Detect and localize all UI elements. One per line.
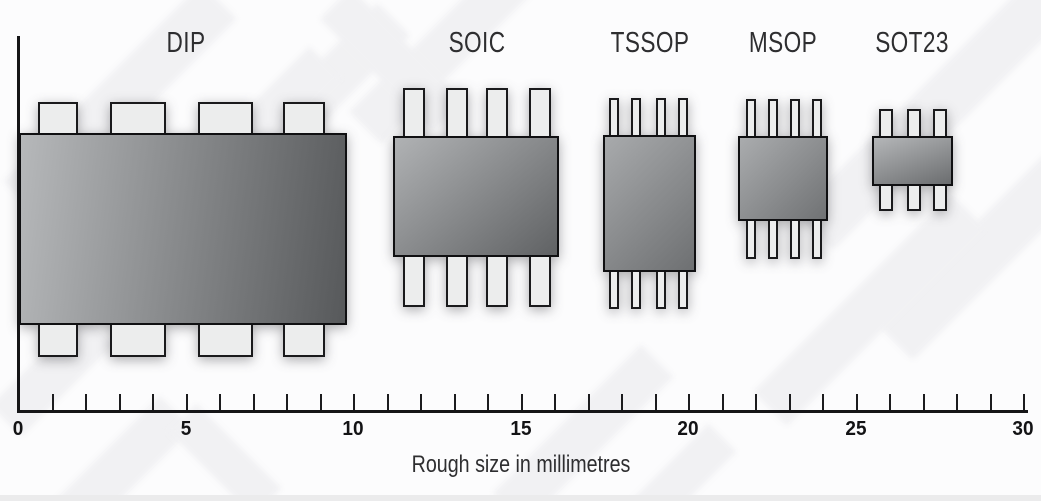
soic-pin-top xyxy=(403,88,425,138)
dip-pin-bottom xyxy=(110,322,166,357)
watermark-stripe xyxy=(203,46,341,184)
msop-pin-bottom xyxy=(768,219,778,259)
tssop-pin-top xyxy=(678,98,688,138)
tssop-label: TSSOP xyxy=(610,27,690,59)
ruler-tick-20mm xyxy=(688,394,690,410)
soic-pin-bottom xyxy=(486,255,508,307)
y-axis-line xyxy=(17,36,20,413)
ruler-tick-19mm xyxy=(654,394,657,410)
watermark-stripe xyxy=(319,0,465,133)
ruler-number-25: 25 xyxy=(844,418,867,440)
sot23-body xyxy=(872,136,953,186)
tssop-pin-top xyxy=(609,98,619,138)
sot23-pin-top xyxy=(933,109,947,138)
dip-pin-top xyxy=(110,102,166,136)
soic-pin-top xyxy=(446,88,468,138)
dip-pin-bottom xyxy=(38,322,78,357)
tssop-pin-top xyxy=(631,98,641,138)
msop-pin-top xyxy=(790,99,800,139)
ruler-tick-4mm xyxy=(152,394,154,410)
ruler-tick-21mm xyxy=(721,394,724,410)
sot23-pin-bottom xyxy=(907,184,921,211)
dip-pin-top xyxy=(283,102,325,136)
watermark-stripe xyxy=(236,3,410,177)
soic-label: SOIC xyxy=(448,27,506,59)
ruler-tick-14mm xyxy=(487,394,489,410)
ruler-tick-6mm xyxy=(219,394,221,410)
tssop-pin-bottom xyxy=(678,269,688,309)
ruler-number-5: 5 xyxy=(180,418,191,440)
ruler-tick-24mm xyxy=(822,394,824,410)
msop-pin-bottom xyxy=(746,219,756,259)
bottom-edge-strip xyxy=(0,495,1041,501)
ruler-number-10: 10 xyxy=(342,418,364,440)
ruler-tick-1mm xyxy=(51,394,54,410)
watermark-stripe xyxy=(875,89,1041,361)
ruler-tick-11mm xyxy=(386,394,389,410)
ruler-tick-27mm xyxy=(922,394,925,410)
ruler-tick-23mm xyxy=(788,394,791,410)
tssop-pin-top xyxy=(656,98,666,138)
tssop-pin-bottom xyxy=(656,269,666,309)
ruler-tick-8mm xyxy=(286,394,288,410)
tssop-pin-bottom xyxy=(609,269,619,309)
msop-body xyxy=(738,136,828,221)
ruler-tick-29mm xyxy=(989,394,992,410)
ruler-tick-25mm xyxy=(855,394,858,410)
ruler-baseline xyxy=(17,410,1028,413)
soic-pin-bottom xyxy=(529,255,551,307)
msop-pin-top xyxy=(746,99,756,139)
ruler-tick-9mm xyxy=(319,394,322,410)
soic-pin-top xyxy=(486,88,508,138)
sot23-pin-bottom xyxy=(933,184,947,211)
sot23-pin-top xyxy=(907,109,921,138)
ruler-tick-15mm xyxy=(520,394,523,410)
ruler-tick-10mm xyxy=(353,394,355,410)
sot23-pin-top xyxy=(879,109,893,138)
ruler-tick-3mm xyxy=(118,394,121,410)
dip-pin-top xyxy=(198,102,253,136)
soic-pin-bottom xyxy=(403,255,425,307)
ruler-tick-22mm xyxy=(755,394,757,410)
tssop-body xyxy=(603,135,696,272)
dip-pin-bottom xyxy=(198,322,253,357)
sot23-label: SOT23 xyxy=(875,27,949,59)
ruler-number-30: 30 xyxy=(1012,418,1034,440)
dip-label: DIP xyxy=(166,27,206,59)
soic-body xyxy=(393,136,559,257)
dip-pin-top xyxy=(38,102,78,136)
msop-pin-top xyxy=(768,99,778,139)
msop-pin-bottom xyxy=(812,219,822,259)
ruler-tick-30mm xyxy=(1023,394,1025,410)
ruler-number-15: 15 xyxy=(509,418,532,440)
soic-pin-top xyxy=(529,88,551,138)
watermark-stripe xyxy=(348,0,538,145)
ruler-tick-12mm xyxy=(420,394,422,410)
ruler-tick-13mm xyxy=(453,394,456,410)
ruler-number-0: 0 xyxy=(12,418,24,440)
soic-pin-bottom xyxy=(446,255,468,307)
watermark-stripe xyxy=(753,194,985,426)
ruler-caption: Rough size in millimetres xyxy=(411,451,631,478)
ruler-tick-26mm xyxy=(889,394,891,410)
ruler-number-20: 20 xyxy=(677,418,699,440)
ruler-tick-18mm xyxy=(621,394,623,410)
sot23-pin-bottom xyxy=(879,184,893,211)
ruler-tick-17mm xyxy=(587,394,590,410)
ruler-tick-5mm xyxy=(185,394,188,410)
ruler-tick-7mm xyxy=(252,394,255,410)
ruler-tick-2mm xyxy=(85,394,87,410)
tssop-pin-bottom xyxy=(631,269,641,309)
msop-pin-top xyxy=(812,99,822,139)
ruler-tick-28mm xyxy=(956,394,958,410)
msop-pin-bottom xyxy=(790,219,800,259)
dip-pin-bottom xyxy=(283,322,325,357)
msop-label: MSOP xyxy=(748,27,818,59)
ruler-tick-16mm xyxy=(554,394,556,410)
dip-body xyxy=(19,133,347,325)
